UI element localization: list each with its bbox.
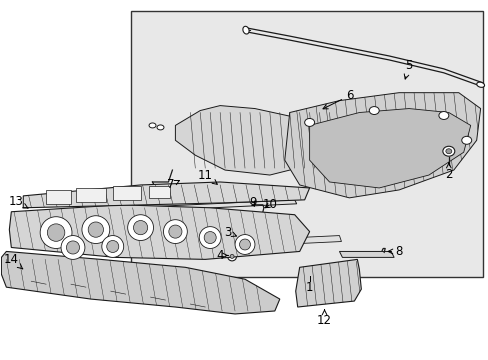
Circle shape (133, 221, 147, 235)
Polygon shape (284, 93, 480, 198)
Text: 3: 3 (224, 226, 236, 239)
Polygon shape (295, 260, 361, 307)
Bar (130, 11, 482, 277)
Ellipse shape (227, 252, 236, 261)
Text: 12: 12 (316, 310, 331, 327)
Polygon shape (339, 251, 393, 257)
Polygon shape (9, 205, 309, 260)
Ellipse shape (368, 107, 379, 114)
Text: 2: 2 (444, 163, 452, 181)
Circle shape (235, 235, 254, 255)
Ellipse shape (442, 146, 454, 156)
Bar (76, 188, 105, 202)
Text: 7: 7 (166, 179, 179, 192)
Text: 6: 6 (323, 89, 352, 109)
Text: 4: 4 (216, 249, 227, 262)
Polygon shape (210, 228, 251, 247)
Text: 10: 10 (262, 198, 277, 211)
Text: 13: 13 (9, 195, 28, 208)
Ellipse shape (461, 136, 471, 144)
Polygon shape (309, 109, 470, 188)
Text: 9: 9 (249, 196, 256, 209)
Ellipse shape (476, 82, 484, 87)
Polygon shape (1, 251, 279, 314)
Text: 5: 5 (404, 59, 412, 79)
Ellipse shape (243, 26, 248, 34)
Circle shape (199, 227, 221, 248)
Circle shape (106, 240, 119, 252)
Text: 1: 1 (305, 281, 313, 294)
Ellipse shape (157, 125, 163, 130)
Circle shape (88, 222, 103, 237)
Circle shape (66, 241, 80, 254)
Ellipse shape (149, 123, 156, 128)
Polygon shape (215, 235, 341, 247)
Text: 8: 8 (387, 245, 402, 258)
Polygon shape (148, 200, 296, 211)
Circle shape (204, 231, 216, 244)
Circle shape (40, 217, 72, 248)
Circle shape (82, 216, 109, 243)
Circle shape (127, 215, 153, 240)
Text: 14: 14 (4, 253, 23, 269)
Ellipse shape (438, 112, 448, 120)
Circle shape (163, 220, 187, 243)
Bar (113, 186, 141, 200)
Polygon shape (23, 182, 309, 208)
Bar (148, 186, 170, 198)
Text: 11: 11 (197, 168, 217, 184)
Circle shape (47, 224, 65, 241)
Ellipse shape (445, 149, 451, 154)
Bar (46, 190, 71, 204)
Circle shape (102, 235, 123, 257)
Ellipse shape (230, 255, 234, 258)
Ellipse shape (304, 118, 314, 126)
Circle shape (61, 235, 85, 260)
Polygon shape (175, 105, 344, 175)
Circle shape (168, 225, 182, 238)
Circle shape (239, 239, 250, 250)
